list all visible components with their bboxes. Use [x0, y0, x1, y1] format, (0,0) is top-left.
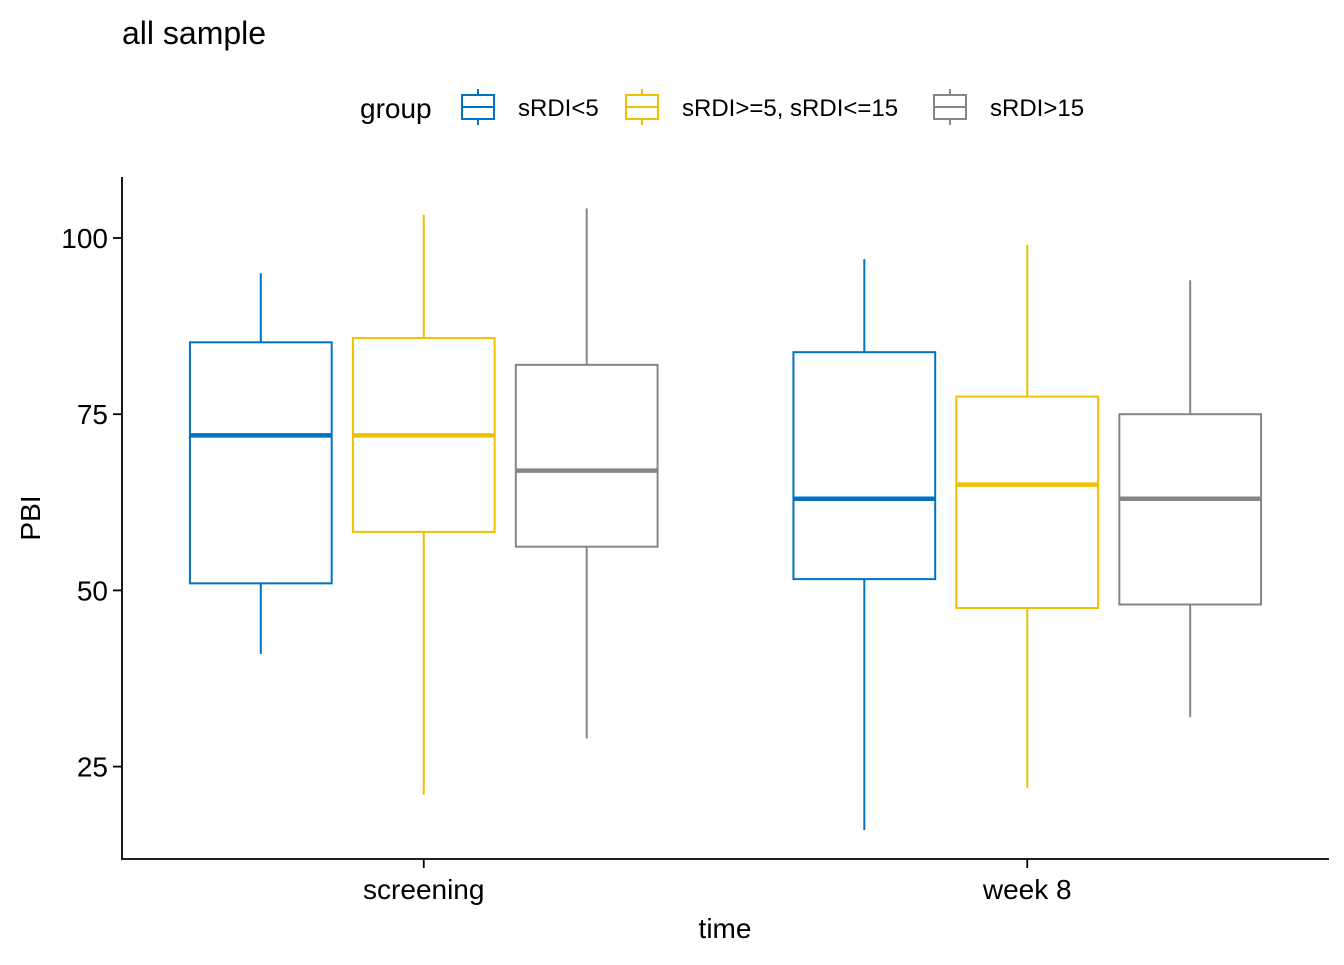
chart-title: all sample [122, 15, 266, 51]
x-tick-label: screening [363, 874, 484, 905]
x-tick-label: week 8 [982, 874, 1072, 905]
box-rect [514, 363, 659, 548]
legend: group sRDI<5 sRDI>=5, sRDI<=15 sRDI>15 [360, 89, 1084, 125]
y-tick-label: 75 [77, 399, 108, 430]
legend-item: sRDI<5 [461, 89, 599, 125]
box-sRDI>15-week 8 [1118, 280, 1263, 718]
plot-area [188, 208, 1263, 831]
y-tick-label: 25 [77, 752, 108, 783]
y-tick-label: 100 [61, 223, 108, 254]
box-sRDI>15-screening [514, 208, 659, 739]
box-rect [792, 351, 937, 581]
legend-title: group [360, 93, 432, 124]
box-rect [188, 341, 333, 585]
box-sRDI<5-screening [188, 273, 333, 654]
legend-item: sRDI>=5, sRDI<=15 [625, 89, 898, 125]
y-tick-label: 50 [77, 575, 108, 606]
legend-label: sRDI>15 [990, 95, 1084, 122]
box-sRDI>=5, sRDI<=15-screening [351, 214, 496, 795]
y-axis-label: PBI [15, 495, 46, 540]
box-sRDI>=5, sRDI<=15-week 8 [955, 245, 1100, 788]
box-sRDI<5-week 8 [792, 259, 937, 831]
box-rect [1118, 413, 1263, 606]
legend-item: sRDI>15 [933, 89, 1084, 125]
x-axis-label: time [699, 913, 752, 944]
axes [121, 177, 1329, 860]
legend-label: sRDI<5 [518, 95, 599, 122]
box-rect [955, 395, 1100, 610]
legend-label: sRDI>=5, sRDI<=15 [682, 95, 898, 122]
